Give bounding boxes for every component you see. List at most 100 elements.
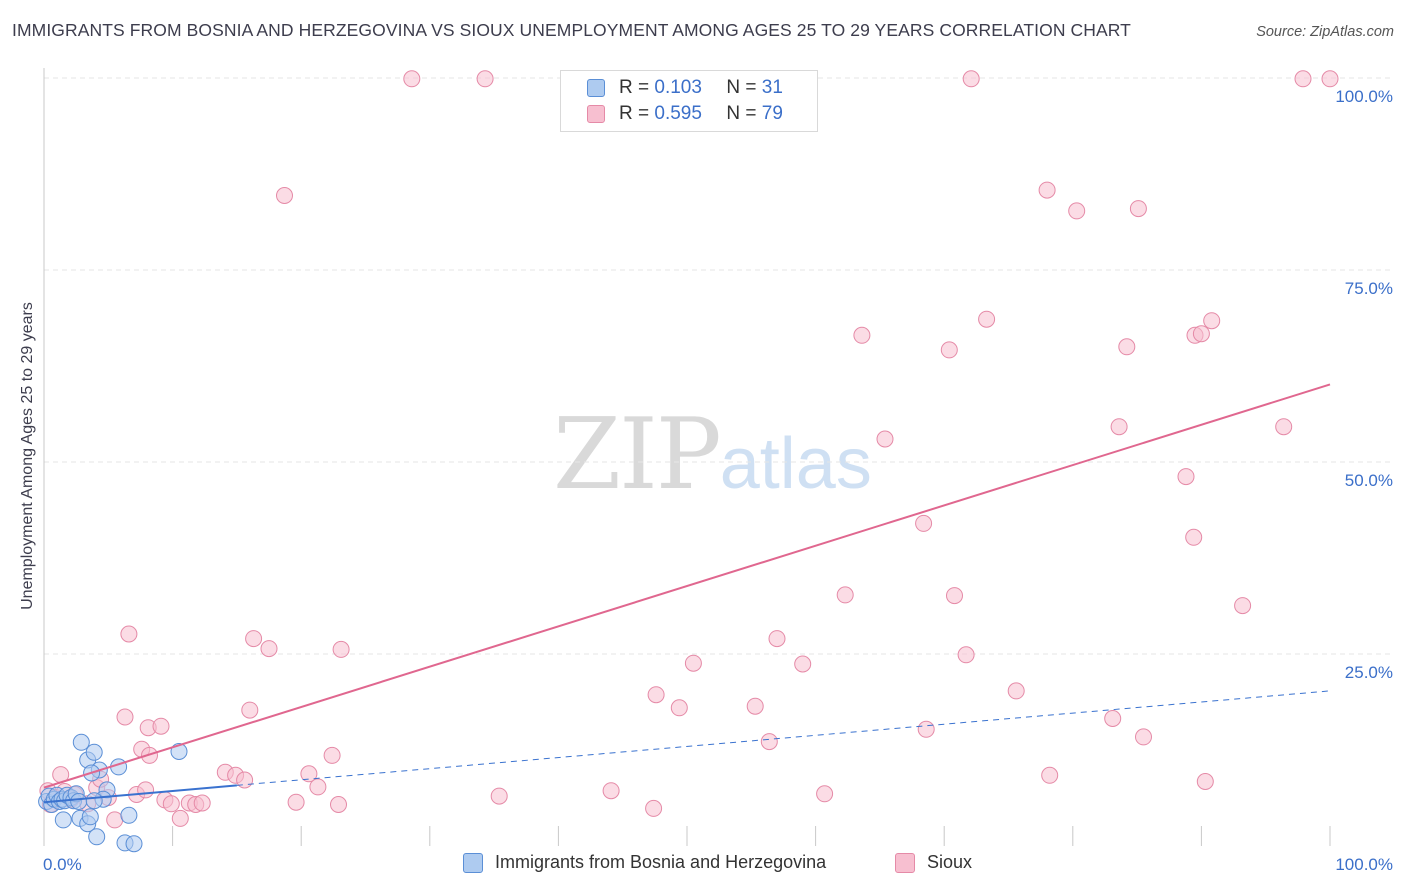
pink-point-75	[1192, 325, 1210, 343]
trend-layer	[43, 383, 1331, 804]
watermark-zip: ZIP	[553, 398, 722, 512]
blue-point-19	[85, 743, 103, 761]
legend-row-sioux: R = 0.595 N = 79	[587, 103, 783, 125]
pink-point-77	[1234, 597, 1252, 615]
y-tick-label-100: 100.0%	[1335, 87, 1393, 106]
pink-point-31	[260, 640, 278, 658]
legend-swatch-pink	[895, 852, 915, 873]
pink-trend-line	[43, 383, 1331, 789]
pink-point-78	[1275, 418, 1293, 436]
pink-point-30	[245, 630, 263, 648]
pink-point-79	[1294, 70, 1312, 88]
zipatlas-watermark: ZIPatlas	[553, 398, 872, 512]
pink-point-45	[670, 699, 688, 717]
pink-point-33	[287, 793, 305, 811]
pink-point-38	[332, 640, 350, 658]
blue-point-26	[120, 806, 138, 824]
y-tick-label-50: 50.0%	[1345, 471, 1393, 490]
legend-item-bosnia[interactable]: Immigrants from Bosnia and Herzegovina	[463, 852, 826, 873]
pink-point-50	[794, 655, 812, 673]
legend-r-value: 0.103	[654, 77, 702, 98]
blue-point-16	[81, 808, 99, 826]
pink-point-61	[978, 310, 996, 328]
legend-swatch-blue	[463, 852, 483, 873]
pink-point-46	[684, 654, 702, 672]
legend-n-label: N =	[726, 77, 757, 98]
legend-r-label: R =	[619, 103, 650, 124]
pink-point-35	[309, 778, 327, 796]
legend-swatch-pink	[587, 105, 605, 123]
pink-point-71	[1177, 468, 1195, 486]
pink-point-69	[1129, 200, 1147, 218]
pink-point-16	[137, 781, 155, 799]
legend-item-sioux[interactable]: Sioux	[895, 852, 972, 873]
pink-point-70	[1135, 728, 1152, 746]
blue-point-25	[88, 828, 106, 846]
pink-point-65	[1068, 202, 1086, 220]
pink-point-19	[152, 717, 170, 735]
pink-point-56	[917, 720, 935, 738]
chart-title: IMMIGRANTS FROM BOSNIA AND HERZEGOVINA V…	[12, 20, 1131, 40]
series-blue	[38, 733, 188, 853]
legend-swatch-blue	[587, 79, 605, 97]
pink-point-60	[962, 70, 980, 88]
pink-point-49	[768, 630, 786, 648]
pink-point-59	[957, 646, 975, 664]
pink-point-13	[120, 625, 138, 643]
blue-trend-line	[43, 784, 237, 804]
pink-point-53	[853, 326, 871, 344]
pink-point-34	[300, 765, 318, 783]
pink-point-22	[171, 809, 189, 827]
pink-point-57	[940, 341, 958, 359]
pink-point-62	[1007, 682, 1025, 700]
pink-point-63	[1038, 181, 1056, 199]
y-tick-label-75: 75.0%	[1345, 279, 1393, 298]
pink-point-12	[116, 708, 134, 726]
blue-trend-extension	[236, 690, 1331, 786]
pink-point-41	[490, 787, 508, 805]
pink-point-72	[1185, 528, 1203, 546]
blue-point-12	[70, 793, 88, 810]
pink-point-36	[323, 746, 341, 764]
blue-point-13	[54, 811, 72, 829]
pink-point-74	[1196, 773, 1214, 790]
blue-point-17	[72, 733, 90, 751]
pink-point-80	[1321, 70, 1339, 88]
pink-point-48	[760, 733, 778, 751]
legend-r-value: 0.595	[654, 103, 702, 124]
pink-point-37	[330, 796, 347, 813]
pink-point-32	[276, 187, 293, 204]
blue-point-28	[125, 835, 143, 853]
pink-point-42	[602, 782, 620, 800]
pink-point-67	[1110, 418, 1128, 436]
source-label: Source: ZipAtlas.com	[1256, 24, 1394, 40]
pink-point-54	[876, 430, 894, 448]
tick-label-layer: 25.0% 50.0% 75.0% 100.0% 0.0% 100.0%	[43, 87, 1393, 874]
legend-item-label: Sioux	[927, 852, 973, 872]
axis-layer	[43, 68, 1331, 846]
legend-item-label: Immigrants from Bosnia and Herzegovina	[495, 852, 827, 872]
legend-r-label: R =	[619, 77, 650, 98]
pink-point-25	[193, 794, 211, 812]
legend-n-value: 79	[761, 103, 783, 124]
pink-point-66	[1104, 710, 1122, 727]
legend-n-value: 31	[761, 77, 783, 98]
pink-point-40	[476, 70, 494, 88]
x-tick-label-100: 100.0%	[1335, 855, 1393, 874]
pink-point-52	[836, 586, 854, 604]
pink-point-11	[106, 811, 124, 829]
pink-point-76	[1203, 312, 1221, 330]
grid-layer	[44, 77, 1392, 655]
watermark-atlas: atlas	[719, 424, 872, 504]
pink-point-29	[241, 701, 259, 719]
pink-point-51	[816, 785, 834, 803]
x-tick-label-0: 0.0%	[43, 855, 82, 874]
legend-row-bosnia: R = 0.103 N = 31	[587, 77, 783, 99]
y-tick-label-25: 25.0%	[1345, 663, 1393, 682]
pink-point-21	[162, 795, 180, 813]
pink-point-47	[746, 697, 764, 715]
y-axis-label: Unemployment Among Ages 25 to 29 years	[19, 302, 36, 610]
legend-n-label: N =	[726, 103, 757, 124]
pink-point-55	[915, 514, 933, 532]
